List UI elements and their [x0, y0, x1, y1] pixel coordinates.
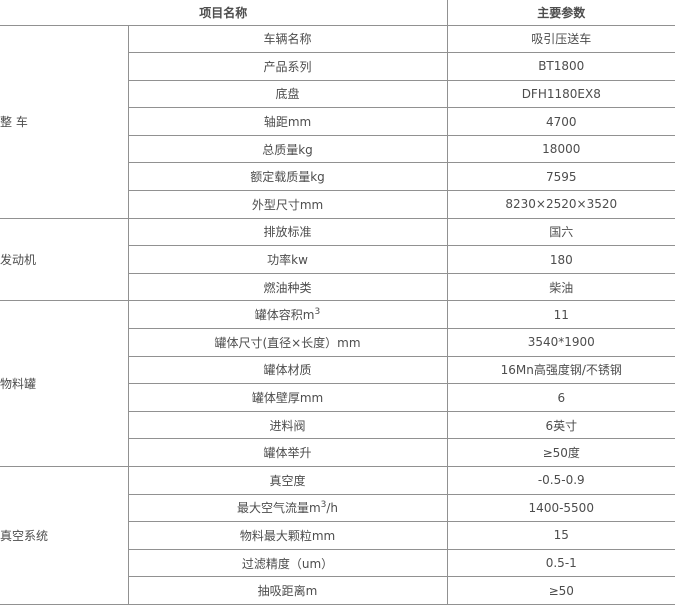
section-label-whole-vehicle: 整 车 [0, 25, 129, 219]
spec-label-text: 最大空气流量m [236, 501, 321, 516]
spec-label: 外型尺寸mm [128, 190, 448, 219]
table-row: 进料阀 6英寸 [0, 411, 675, 440]
table-row: 轴距mm 4700 [0, 107, 675, 136]
spec-value: 16Mn高强度钢/不锈钢 [447, 356, 675, 385]
spec-value: 18000 [447, 135, 675, 164]
spec-value: ≥50度 [447, 438, 675, 467]
table-row: 物料最大颗粒mm 15 [0, 521, 675, 550]
spec-value: 180 [447, 245, 675, 274]
spec-label: 功率kw [128, 245, 448, 274]
table-row: 发动机 排放标准 国六 [0, 218, 675, 302]
section-label-vacuum-system: 真空系统 [0, 466, 129, 605]
table-row: 底盘 DFH1180EX8 [0, 80, 675, 109]
spec-value: 柴油 [447, 273, 675, 302]
spec-label-superscript: 3 [314, 307, 321, 318]
spec-value: 7595 [447, 162, 675, 192]
spec-label: 抽吸距离m [128, 576, 448, 605]
spec-label: 物料最大颗粒mm [128, 521, 448, 550]
table-row: 外型尺寸mm 8230×2520×3520 [0, 190, 675, 219]
spec-label: 排放标准 [128, 218, 448, 247]
spec-value: 3540*1900 [447, 328, 675, 357]
spec-label: 罐体材质 [128, 356, 448, 385]
table-row: 功率kw 180 [0, 245, 675, 274]
spec-value: 15 [447, 521, 675, 550]
spec-value: 1400-5500 [447, 494, 675, 523]
spec-value: 8230×2520×3520 [447, 190, 675, 219]
spec-label: 真空度 [128, 466, 448, 495]
table-row: 罐体材质 16Mn高强度钢/不锈钢 [0, 356, 675, 385]
spec-label: 额定载质量kg [128, 162, 448, 192]
spec-label-suffix: /h [326, 501, 339, 516]
section-label-material-tank: 物料罐 [0, 300, 129, 467]
spec-label: 罐体尺寸(直径×长度）mm [128, 328, 448, 357]
table-row: 罐体尺寸(直径×长度）mm 3540*1900 [0, 328, 675, 357]
spec-label: 过滤精度（um） [128, 549, 448, 578]
table-row: 燃油种类 柴油 [0, 273, 675, 302]
table-row: 抽吸距离m ≥50 [0, 576, 675, 605]
table-row: 额定载质量kg 7595 [0, 162, 675, 192]
spec-value: BT1800 [447, 52, 675, 81]
spec-value: DFH1180EX8 [447, 80, 675, 109]
table-row: 罐体壁厚mm 6 [0, 383, 675, 412]
spec-label: 车辆名称 [128, 25, 448, 54]
spec-value: ≥50 [447, 576, 675, 605]
spec-value: 11 [447, 300, 675, 330]
section-label-engine: 发动机 [0, 218, 129, 302]
spec-label: 最大空气流量m3/h [128, 494, 448, 523]
spec-value: 国六 [447, 218, 675, 247]
table-row: 物料罐 罐体容积m3 11 [0, 300, 675, 467]
spec-label-superscript: 3 [320, 500, 327, 511]
table-row: 整 车 车辆名称 吸引压送车 [0, 25, 675, 219]
table-row: 总质量kg 18000 [0, 135, 675, 164]
spec-label: 罐体举升 [128, 438, 448, 467]
spec-value: 吸引压送车 [447, 25, 675, 54]
table-row: 真空系统 真空度 -0.5-0.9 [0, 466, 675, 605]
spec-label: 总质量kg [128, 135, 448, 164]
table-row: 过滤精度（um） 0.5-1 [0, 549, 675, 578]
spec-value: 6 [447, 383, 675, 412]
spec-value: -0.5-0.9 [447, 466, 675, 495]
spec-label: 罐体壁厚mm [128, 383, 448, 412]
table-row: 最大空气流量m3/h 1400-5500 [0, 494, 675, 523]
spec-value: 6英寸 [447, 411, 675, 440]
header-main-params: 主要参数 [447, 0, 675, 26]
spec-value: 0.5-1 [447, 549, 675, 578]
spec-label-text: 罐体容积m [254, 308, 315, 323]
table-row: 产品系列 BT1800 [0, 52, 675, 81]
spec-value: 4700 [447, 107, 675, 136]
header-row: 项目名称 主要参数 [0, 0, 675, 26]
spec-label: 产品系列 [128, 52, 448, 81]
spec-label: 罐体容积m3 [128, 300, 448, 330]
spec-label: 底盘 [128, 80, 448, 109]
spec-label: 进料阀 [128, 411, 448, 440]
header-item-name: 项目名称 [0, 0, 448, 26]
spec-label: 轴距mm [128, 107, 448, 136]
table-row: 罐体举升 ≥50度 [0, 438, 675, 467]
spec-label: 燃油种类 [128, 273, 448, 302]
